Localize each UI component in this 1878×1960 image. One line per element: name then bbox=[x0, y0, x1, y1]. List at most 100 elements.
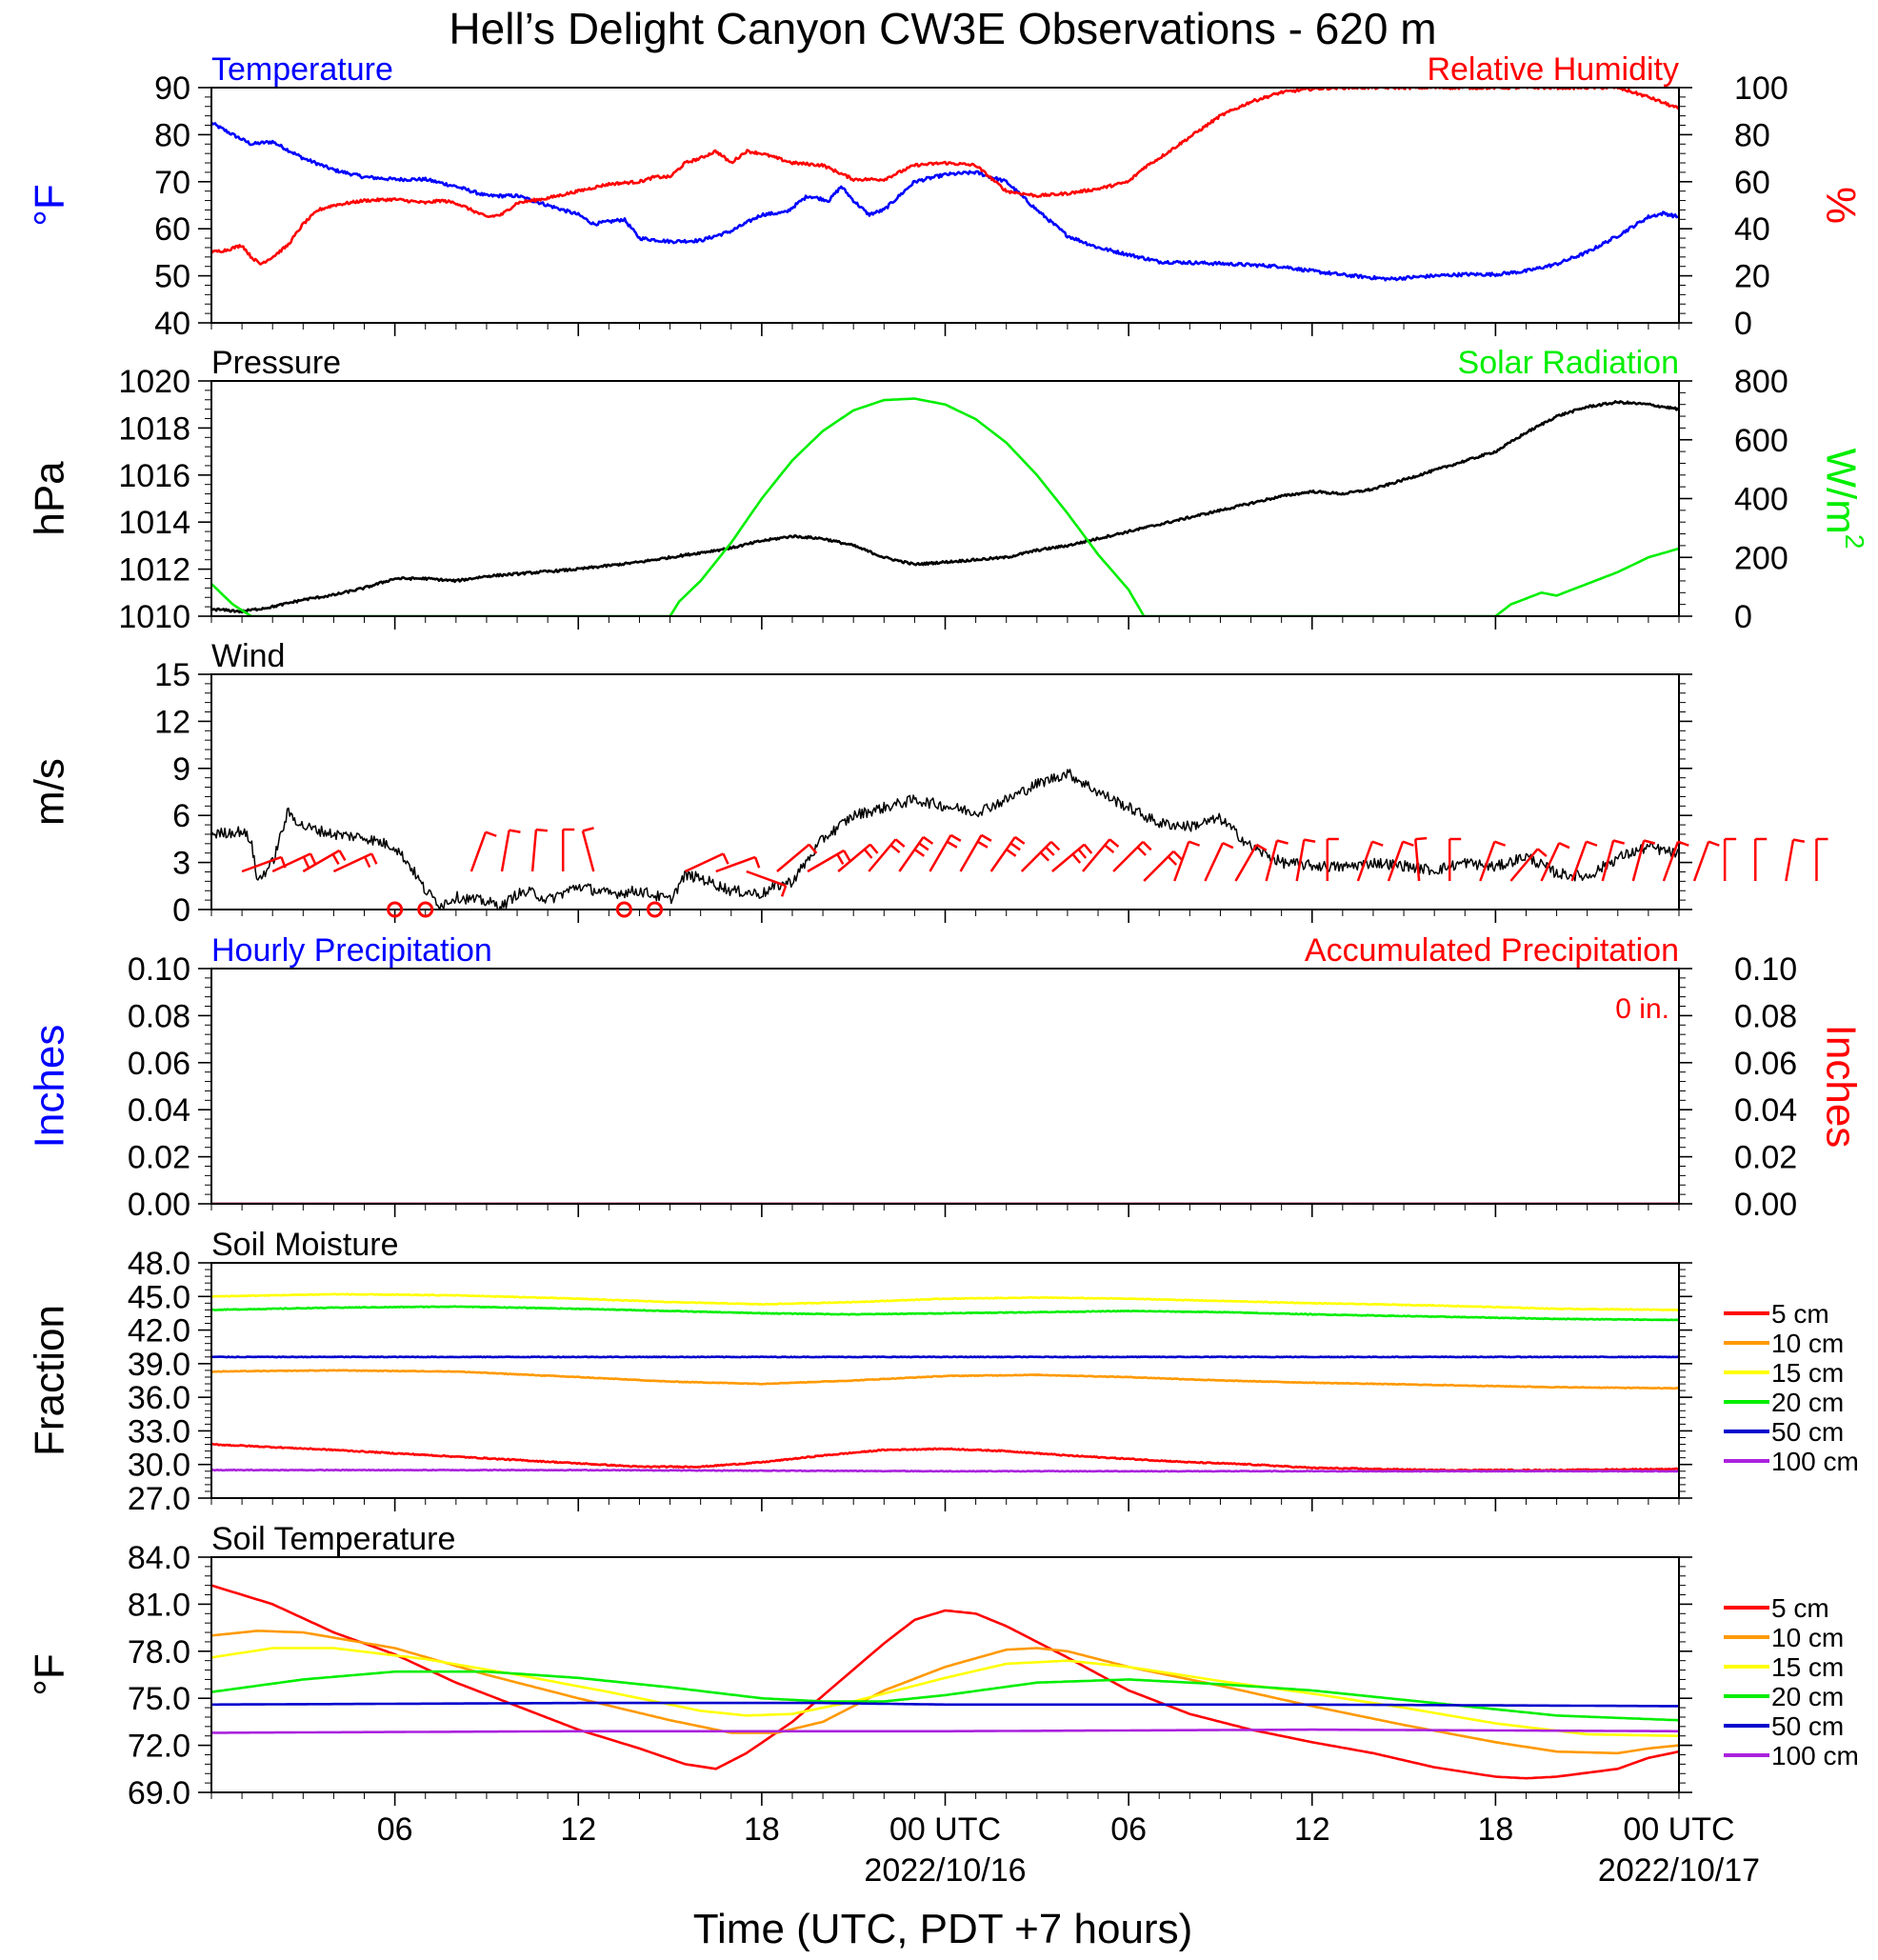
right-tick-label: 0.10 bbox=[1734, 951, 1797, 988]
wind-barb-feather bbox=[1304, 838, 1316, 843]
wind-barb-feather bbox=[836, 853, 845, 865]
wind-barb-feather bbox=[1708, 840, 1720, 847]
series-10-cm-line bbox=[211, 1630, 1679, 1755]
wind-barb-feather bbox=[363, 856, 371, 869]
wind-barb-feather bbox=[309, 852, 317, 865]
wind-barb-feather bbox=[1586, 840, 1598, 847]
left-tick-label: 81.0 bbox=[128, 1587, 190, 1623]
x-tick-label: 00 UTC bbox=[889, 1811, 1001, 1848]
right-tick-label: 20 bbox=[1734, 259, 1770, 295]
wind-barb-feather bbox=[1071, 853, 1082, 864]
wind-barb-feather bbox=[1402, 840, 1414, 847]
wind-barb bbox=[1082, 838, 1111, 872]
left-axis-label: °F bbox=[27, 1653, 73, 1695]
calm-circle bbox=[615, 901, 632, 918]
wind-barb bbox=[1662, 841, 1680, 882]
left-tick-label: 60 bbox=[154, 211, 190, 248]
panel-soil-temp: 69.0 72.0 75.0 78.0 81.0 84.0 Soil Temperature… bbox=[27, 1521, 1859, 1811]
right-tick-label: 60 bbox=[1734, 165, 1770, 201]
right-axis-label: W/m2 bbox=[1817, 449, 1869, 550]
series-100-cm-line bbox=[211, 1728, 1679, 1734]
wind-barb bbox=[807, 849, 845, 873]
wind-barb-feather bbox=[1792, 838, 1806, 843]
left-tick-label: 36.0 bbox=[128, 1380, 190, 1416]
wind-barb bbox=[1265, 840, 1279, 882]
wind-barb-feather bbox=[1136, 846, 1147, 856]
x-axis: 06 12 18 00 UTC 2022/10/16 06 12 18 00 UTC 2022/1… bbox=[377, 1811, 1760, 1889]
series-10-cm-line bbox=[211, 1369, 1679, 1390]
left-tick-label: 0.08 bbox=[128, 998, 190, 1034]
right-tick-label: 80 bbox=[1734, 117, 1770, 153]
left-tick-label: 1018 bbox=[118, 410, 190, 447]
wind-barb bbox=[929, 834, 952, 872]
wind-barb-feather bbox=[922, 835, 934, 845]
wind-barb bbox=[1173, 841, 1190, 882]
wind-barb bbox=[1570, 841, 1588, 882]
wind-barb bbox=[271, 852, 311, 873]
legend-label: 100 cm bbox=[1771, 1447, 1859, 1476]
wind-barb-feather bbox=[1536, 848, 1548, 857]
wind-barb bbox=[1204, 842, 1225, 882]
panel-pressure-solar: 1010 1012 1014 1016 1018 1020 0 200 400 600 800 Pre… bbox=[27, 345, 1869, 635]
right-axis-label: % bbox=[1817, 187, 1864, 224]
wind-barb-feather bbox=[1039, 851, 1050, 862]
wind-barb bbox=[1020, 841, 1052, 872]
wind-barb bbox=[746, 870, 787, 888]
wind-barb-feather bbox=[869, 843, 879, 854]
wind-barb bbox=[1387, 841, 1405, 882]
right-tick-label: 200 bbox=[1734, 540, 1788, 576]
left-axis-label: hPa bbox=[27, 461, 73, 536]
wind-barb-feather bbox=[1612, 839, 1626, 845]
wind-barb-feather bbox=[1172, 850, 1183, 861]
wind-barb-feather bbox=[1255, 843, 1268, 851]
right-tick-label: 0 bbox=[1734, 599, 1752, 635]
legend-label: 50 cm bbox=[1771, 1711, 1844, 1741]
wind-barb-feather bbox=[976, 840, 989, 849]
plot-frame bbox=[210, 673, 1680, 910]
wind-barb-feather bbox=[1415, 836, 1428, 841]
x-tick-date: 2022/10/17 bbox=[1598, 1852, 1760, 1889]
left-tick-label: 0.02 bbox=[128, 1140, 190, 1176]
series-15-cm-line bbox=[211, 1292, 1679, 1311]
left-tick-label: 72.0 bbox=[128, 1729, 190, 1765]
calm-circle bbox=[417, 901, 434, 918]
wind-barb bbox=[1692, 841, 1710, 882]
wind-barb-feather bbox=[1276, 839, 1289, 845]
right-tick-label: 0.06 bbox=[1734, 1046, 1797, 1082]
series-right-1-line bbox=[211, 397, 1679, 616]
left-tick-label: 45.0 bbox=[128, 1279, 190, 1315]
right-tick-label: 0.00 bbox=[1734, 1187, 1797, 1223]
panel-wind: 0 3 6 9 12 15 Wind m/s bbox=[27, 638, 1828, 929]
wind-barb-feather bbox=[1643, 839, 1656, 845]
legend-label: 5 cm bbox=[1771, 1299, 1829, 1329]
legend-label: 50 cm bbox=[1771, 1417, 1844, 1447]
wind-barb bbox=[1785, 839, 1795, 882]
wind-barbs bbox=[241, 827, 1828, 918]
x-tick-label: 12 bbox=[1294, 1811, 1330, 1848]
wind-barb-feather bbox=[1083, 843, 1093, 854]
wind-barb-feather bbox=[582, 827, 594, 832]
panel-title-left: Hourly Precipitation bbox=[211, 932, 492, 969]
left-tick-label: 6 bbox=[172, 798, 190, 834]
wind-barb bbox=[715, 855, 756, 873]
wind-barb-feather bbox=[1077, 849, 1088, 859]
wind-barb bbox=[581, 830, 595, 872]
wind-barb-feather bbox=[949, 833, 962, 842]
wind-barb-feather bbox=[485, 830, 497, 837]
left-tick-label: 9 bbox=[172, 751, 190, 788]
wind-barb bbox=[1601, 840, 1615, 882]
x-tick-label: 06 bbox=[377, 1811, 413, 1848]
panel-title-left: Wind bbox=[211, 638, 285, 674]
right-tick-label: 0.04 bbox=[1734, 1092, 1797, 1129]
left-tick-label: 27.0 bbox=[128, 1481, 190, 1517]
legend-label: 15 cm bbox=[1771, 1358, 1844, 1388]
left-tick-label: 30.0 bbox=[128, 1448, 190, 1484]
x-tick-date: 2022/10/16 bbox=[864, 1852, 1026, 1889]
panel-title-right: Relative Humidity bbox=[1427, 51, 1679, 88]
plot-frame bbox=[210, 380, 1680, 617]
wind-barb bbox=[1631, 840, 1646, 882]
wind-barb-feather bbox=[780, 885, 788, 897]
wind-barb-feather bbox=[843, 850, 851, 862]
left-axis-label: Inches bbox=[27, 1025, 73, 1149]
